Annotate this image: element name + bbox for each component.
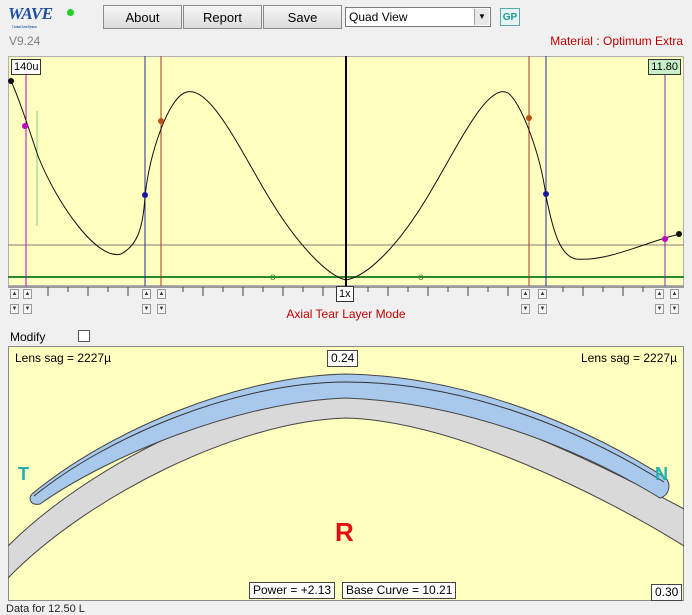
temporal-label: T [18,464,29,484]
spin-down-icon[interactable]: ▼ [157,304,166,314]
modify-checkbox[interactable] [78,330,90,342]
spin-down-icon[interactable]: ▼ [23,304,32,314]
left-depth-value: 140u [11,59,42,75]
tear-layer-graph[interactable]: 140u 11.80 o o [8,56,684,286]
spin-up-icon[interactable]: ▲ [670,289,679,299]
chevron-down-icon[interactable]: ▼ [474,9,489,25]
o-marker-left: o [270,272,276,283]
version-label: V9.24 [9,34,41,48]
lens-svg [8,373,684,579]
view-select[interactable]: Quad View ▼ [345,7,491,27]
o-marker-right: o [418,272,424,283]
curve-point[interactable] [158,118,164,124]
curve-point[interactable] [22,123,28,129]
tear-layer-svg [8,56,684,286]
tear-film-shape [29,373,670,505]
cornea-shape [8,387,684,579]
nasal-label: N [655,464,668,484]
lens-cross-section-panel: Lens sag = 2227µ Lens sag = 2227µ 0.24 T… [8,346,684,601]
lens-sag-right: Lens sag = 2227µ [581,351,677,365]
logo-text: WAVE [8,4,53,23]
about-button[interactable]: About [103,5,182,29]
base-curve-value[interactable]: Base Curve = 10.21 [342,582,457,599]
eye-label: R [335,517,354,547]
spin-down-icon[interactable]: ▼ [538,304,547,314]
spin-up-icon[interactable]: ▲ [23,289,32,299]
modify-label: Modify [10,330,46,344]
wave-logo: WAVE Contact Lens System [8,4,53,32]
footer-text: Data for 12.50 L [6,603,85,615]
report-button[interactable]: Report [183,5,262,29]
right-diameter-value: 11.80 [648,59,681,75]
zoom-label[interactable]: 1x [336,286,354,302]
logo-tagline: Contact Lens System [12,24,37,29]
spin-down-icon[interactable]: ▼ [670,304,679,314]
spin-up-icon[interactable]: ▲ [142,289,151,299]
lens-posterior-curve [33,381,665,497]
spin-up-icon[interactable]: ▲ [538,289,547,299]
spin-up-icon[interactable]: ▲ [521,289,530,299]
gp-button[interactable]: GP [500,8,520,26]
spin-up-icon[interactable]: ▲ [10,289,19,299]
spin-down-icon[interactable]: ▼ [10,304,19,314]
ruler-ticks [47,287,644,296]
curve-point[interactable] [662,236,668,242]
spin-down-icon[interactable]: ▼ [655,304,664,314]
spin-down-icon[interactable]: ▼ [142,304,151,314]
spin-up-icon[interactable]: ▲ [157,289,166,299]
power-value[interactable]: Power = +2.13 [249,582,336,599]
material-label: Material : Optimum Extra [550,34,683,48]
save-button[interactable]: Save [263,5,342,29]
curve-point[interactable] [8,78,14,84]
status-indicator [67,9,74,16]
curve-point[interactable] [543,191,549,197]
lens-sag-left: Lens sag = 2227µ [15,351,111,365]
view-select-value: Quad View [349,10,408,24]
spin-down-icon[interactable]: ▼ [521,304,530,314]
spin-up-icon[interactable]: ▲ [655,289,664,299]
curve-point[interactable] [142,192,148,198]
mode-label: Axial Tear Layer Mode [286,307,406,321]
curve-point[interactable] [676,231,682,237]
edge-value[interactable]: 0.30 [651,584,683,601]
center-clearance-value[interactable]: 0.24 [327,350,359,367]
curve-point[interactable] [526,115,532,121]
